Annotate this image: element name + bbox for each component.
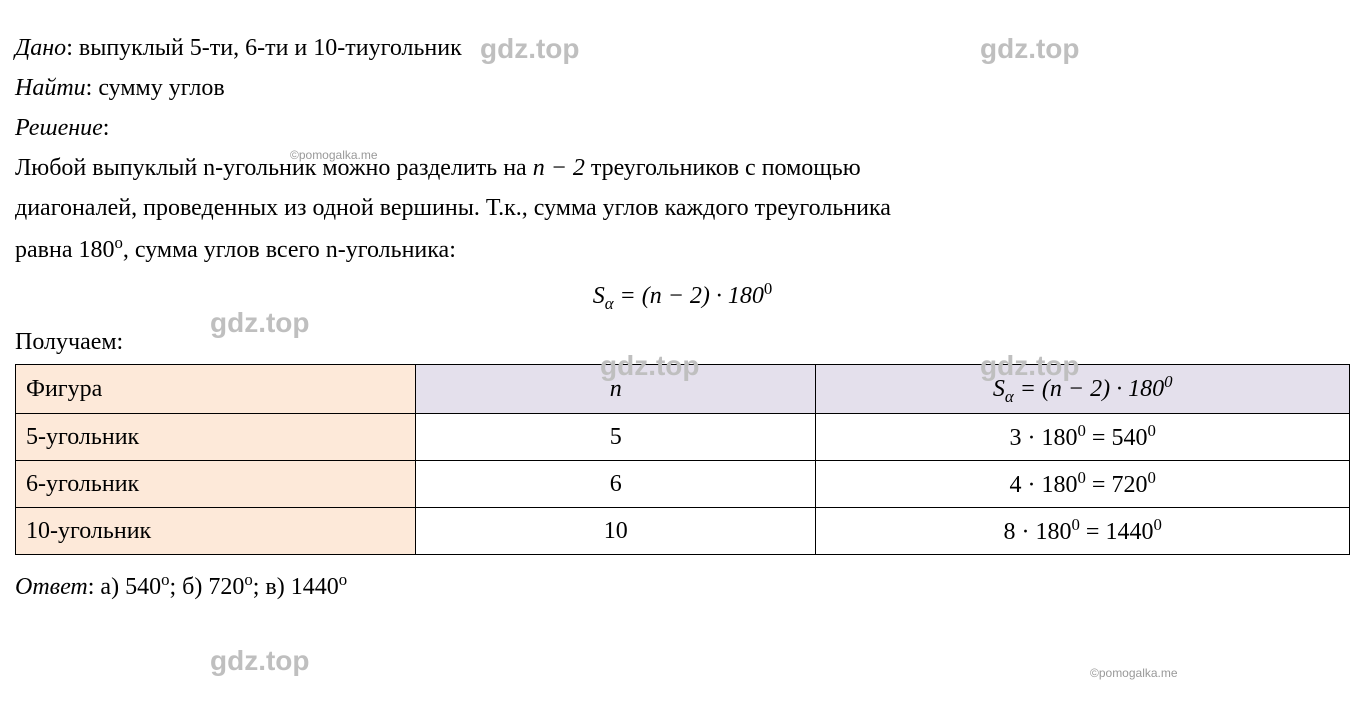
given-text: : выпуклый 5-ти, 6-ти и 10-тиугольник xyxy=(66,35,462,61)
explanation-line-1: Любой выпуклый n-угольник можно разделит… xyxy=(15,150,1350,186)
answer-deg-c: о xyxy=(339,570,347,589)
given-line: Дано: выпуклый 5-ти, 6-ти и 10-тиугольни… xyxy=(15,30,1350,66)
hdr-eq: = (n − 2) · 180 xyxy=(1014,376,1164,402)
row-calc: 3 · 1800 = 5400 xyxy=(816,413,1350,460)
expl-1b: треугольников с помощью xyxy=(585,155,861,181)
row-calc: 4 · 1800 = 7200 xyxy=(816,460,1350,507)
table-row: 5-угольник 5 3 · 1800 = 5400 xyxy=(16,413,1350,460)
solution-line: Решение: xyxy=(15,110,1350,146)
table-header-row: Фигура n Sα = (n − 2) · 1800 xyxy=(16,364,1350,413)
hdr-sup: 0 xyxy=(1164,372,1172,391)
result-table: Фигура n Sα = (n − 2) · 1800 5-угольник … xyxy=(15,364,1350,555)
header-n-text: n xyxy=(610,376,622,402)
calc-eq: = 720 xyxy=(1086,472,1148,498)
row-calc: 8 · 1800 = 14400 xyxy=(816,507,1350,554)
solution-colon: : xyxy=(103,115,110,141)
main-formula: Sα = (n − 2) · 1800 xyxy=(15,276,1350,316)
calc-a: 4 · 180 xyxy=(1010,472,1078,498)
calc-eq: = 540 xyxy=(1086,425,1148,451)
solution-label: Решение xyxy=(15,115,103,141)
calc-a: 8 · 180 xyxy=(1004,519,1072,545)
answer-line: Ответ: а) 540о; б) 720о; в) 1440о xyxy=(15,567,1350,605)
row-figure: 10-угольник xyxy=(16,507,416,554)
row-figure: 5-угольник xyxy=(16,413,416,460)
watermark-pomo: ©pomogalka.me xyxy=(1090,664,1178,682)
find-line: Найти: сумму углов xyxy=(15,70,1350,106)
answer-label: Ответ xyxy=(15,574,88,600)
formula-sup: 0 xyxy=(764,279,772,298)
row-figure: 6-угольник xyxy=(16,460,416,507)
expl-1a: Любой выпуклый n-угольник можно разделит… xyxy=(15,155,533,181)
answer-deg-b: о xyxy=(244,570,252,589)
expl-deg: о xyxy=(114,233,122,252)
find-label: Найти xyxy=(15,75,86,101)
answer-c: ; в) 1440 xyxy=(253,574,339,600)
calc-s2: 0 xyxy=(1153,515,1161,534)
row-n: 5 xyxy=(416,413,816,460)
header-formula: Sα = (n − 2) · 1800 xyxy=(816,364,1350,413)
calc-s2: 0 xyxy=(1147,468,1155,487)
calc-s1: 0 xyxy=(1072,515,1080,534)
find-text: : сумму углов xyxy=(86,75,225,101)
expl-3a: равна 180 xyxy=(15,237,114,263)
header-n: n xyxy=(416,364,816,413)
formula-alpha: α xyxy=(605,294,614,313)
hdr-alpha: α xyxy=(1005,387,1014,406)
table-row: 6-угольник 6 4 · 1800 = 7200 xyxy=(16,460,1350,507)
expl-n2: n − 2 xyxy=(533,155,585,181)
calc-s1: 0 xyxy=(1078,468,1086,487)
hdr-s: S xyxy=(993,376,1005,402)
calc-s2: 0 xyxy=(1147,421,1155,440)
table-row: 10-угольник 10 8 · 1800 = 14400 xyxy=(16,507,1350,554)
given-label: Дано xyxy=(15,35,66,61)
obtain-label: Получаем: xyxy=(15,324,1350,360)
explanation-line-3: равна 180о, сумма углов всего n-угольник… xyxy=(15,230,1350,268)
expl-3b: , сумма углов всего n-угольника: xyxy=(123,237,456,263)
row-n: 6 xyxy=(416,460,816,507)
watermark-gdz: gdz.top xyxy=(210,640,310,682)
calc-s1: 0 xyxy=(1078,421,1086,440)
calc-eq: = 1440 xyxy=(1080,519,1154,545)
row-n: 10 xyxy=(416,507,816,554)
answer-b: ; б) 720 xyxy=(169,574,244,600)
formula-s: S xyxy=(593,283,605,309)
header-figure: Фигура xyxy=(16,364,416,413)
calc-a: 3 · 180 xyxy=(1010,425,1078,451)
answer-a: : а) 540 xyxy=(88,574,161,600)
explanation-line-2: диагоналей, проведенных из одной вершины… xyxy=(15,190,1350,226)
formula-eq: = (n − 2) · 180 xyxy=(614,283,764,309)
